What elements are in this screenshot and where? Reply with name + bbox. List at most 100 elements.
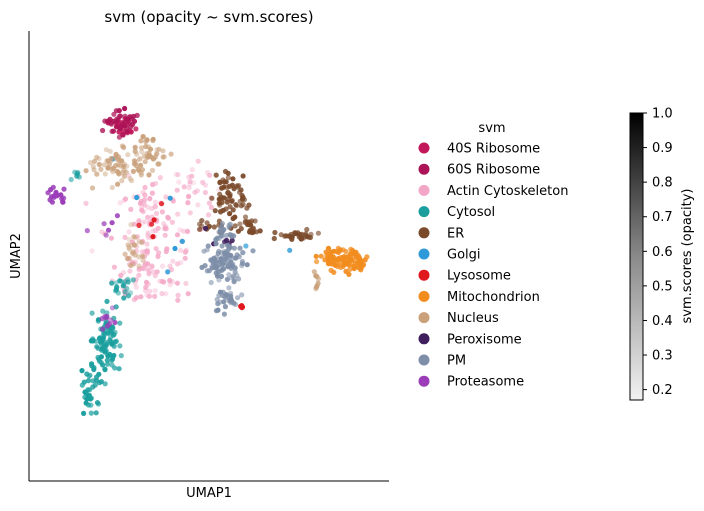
data-point bbox=[139, 149, 145, 155]
data-point bbox=[340, 254, 347, 260]
data-point bbox=[140, 189, 146, 195]
data-point bbox=[358, 258, 364, 264]
data-point bbox=[96, 156, 102, 162]
data-point bbox=[253, 229, 260, 235]
data-point bbox=[228, 259, 234, 265]
data-point bbox=[136, 263, 142, 269]
data-point bbox=[235, 295, 241, 301]
data-point bbox=[360, 262, 367, 268]
data-point bbox=[224, 232, 230, 238]
data-point bbox=[234, 252, 240, 258]
data-point bbox=[81, 410, 87, 416]
data-point bbox=[96, 380, 103, 386]
data-point bbox=[61, 186, 67, 192]
data-point bbox=[318, 253, 324, 259]
scatter-points bbox=[45, 105, 370, 416]
data-point bbox=[134, 234, 141, 240]
data-point bbox=[130, 277, 136, 283]
data-point bbox=[131, 234, 137, 240]
colorbar-tick-label: 0.3 bbox=[652, 349, 673, 364]
data-point bbox=[199, 264, 205, 270]
data-point bbox=[212, 208, 218, 214]
colorbar-tick-label: 1.0 bbox=[652, 107, 673, 122]
data-point bbox=[98, 359, 104, 366]
data-point bbox=[213, 172, 219, 178]
data-point bbox=[134, 194, 140, 201]
data-point bbox=[229, 197, 235, 203]
data-point bbox=[149, 221, 155, 227]
data-point bbox=[89, 185, 96, 191]
data-point bbox=[84, 228, 90, 234]
data-point bbox=[138, 162, 144, 168]
data-point bbox=[231, 233, 237, 239]
data-point bbox=[142, 219, 148, 225]
data-point bbox=[142, 159, 148, 165]
data-point bbox=[223, 206, 229, 212]
data-point bbox=[143, 279, 150, 285]
data-point bbox=[121, 167, 127, 173]
data-point bbox=[149, 167, 156, 173]
data-point bbox=[117, 200, 123, 206]
data-point bbox=[225, 189, 231, 195]
data-point bbox=[108, 235, 114, 241]
data-point bbox=[121, 295, 127, 301]
data-point bbox=[50, 184, 56, 190]
data-point bbox=[227, 204, 233, 210]
data-point bbox=[221, 311, 227, 317]
series-nucleus bbox=[83, 133, 321, 292]
data-point bbox=[240, 250, 246, 256]
data-point bbox=[217, 202, 223, 208]
data-point bbox=[182, 255, 188, 261]
colorbar-tick-label: 0.7 bbox=[652, 210, 673, 225]
data-point bbox=[189, 173, 195, 179]
data-point bbox=[111, 111, 117, 117]
data-point bbox=[225, 175, 231, 181]
data-point bbox=[118, 158, 124, 164]
data-point bbox=[364, 254, 370, 260]
data-point bbox=[104, 357, 110, 363]
data-point bbox=[224, 242, 231, 248]
legend-label-60s-ribosome: 60S Ribosome bbox=[447, 163, 540, 178]
data-point bbox=[150, 156, 156, 162]
data-point bbox=[109, 305, 116, 311]
data-point bbox=[186, 193, 192, 199]
data-point bbox=[160, 154, 166, 160]
data-point bbox=[116, 134, 122, 140]
data-point bbox=[202, 182, 209, 188]
data-point bbox=[144, 250, 150, 256]
data-point bbox=[214, 273, 221, 279]
data-point bbox=[167, 282, 173, 288]
data-point bbox=[224, 199, 230, 205]
data-point bbox=[183, 280, 189, 287]
data-point bbox=[122, 113, 128, 119]
data-point bbox=[174, 280, 180, 286]
data-point bbox=[100, 308, 106, 314]
data-point bbox=[149, 190, 155, 196]
data-point bbox=[174, 261, 181, 267]
data-point bbox=[209, 195, 215, 201]
data-point bbox=[209, 264, 215, 270]
data-point bbox=[226, 285, 232, 291]
data-point bbox=[118, 353, 124, 359]
data-point bbox=[122, 251, 128, 257]
data-point bbox=[206, 200, 212, 206]
data-point bbox=[191, 180, 197, 186]
series-er bbox=[197, 168, 321, 242]
data-point bbox=[79, 368, 85, 374]
data-point bbox=[186, 174, 192, 180]
data-point bbox=[201, 248, 207, 254]
data-point bbox=[117, 163, 123, 169]
series-60s-ribosome bbox=[100, 105, 140, 140]
series-mitochondrion bbox=[313, 245, 370, 277]
data-point bbox=[226, 222, 232, 229]
data-point bbox=[155, 253, 161, 259]
data-point bbox=[218, 209, 224, 215]
data-point bbox=[162, 232, 168, 238]
data-point bbox=[132, 148, 138, 154]
data-point bbox=[161, 221, 167, 227]
data-point bbox=[109, 220, 115, 226]
data-point bbox=[230, 207, 236, 213]
colorbar-tick-label: 0.6 bbox=[652, 245, 673, 260]
data-point bbox=[163, 248, 169, 255]
data-point bbox=[102, 331, 108, 338]
